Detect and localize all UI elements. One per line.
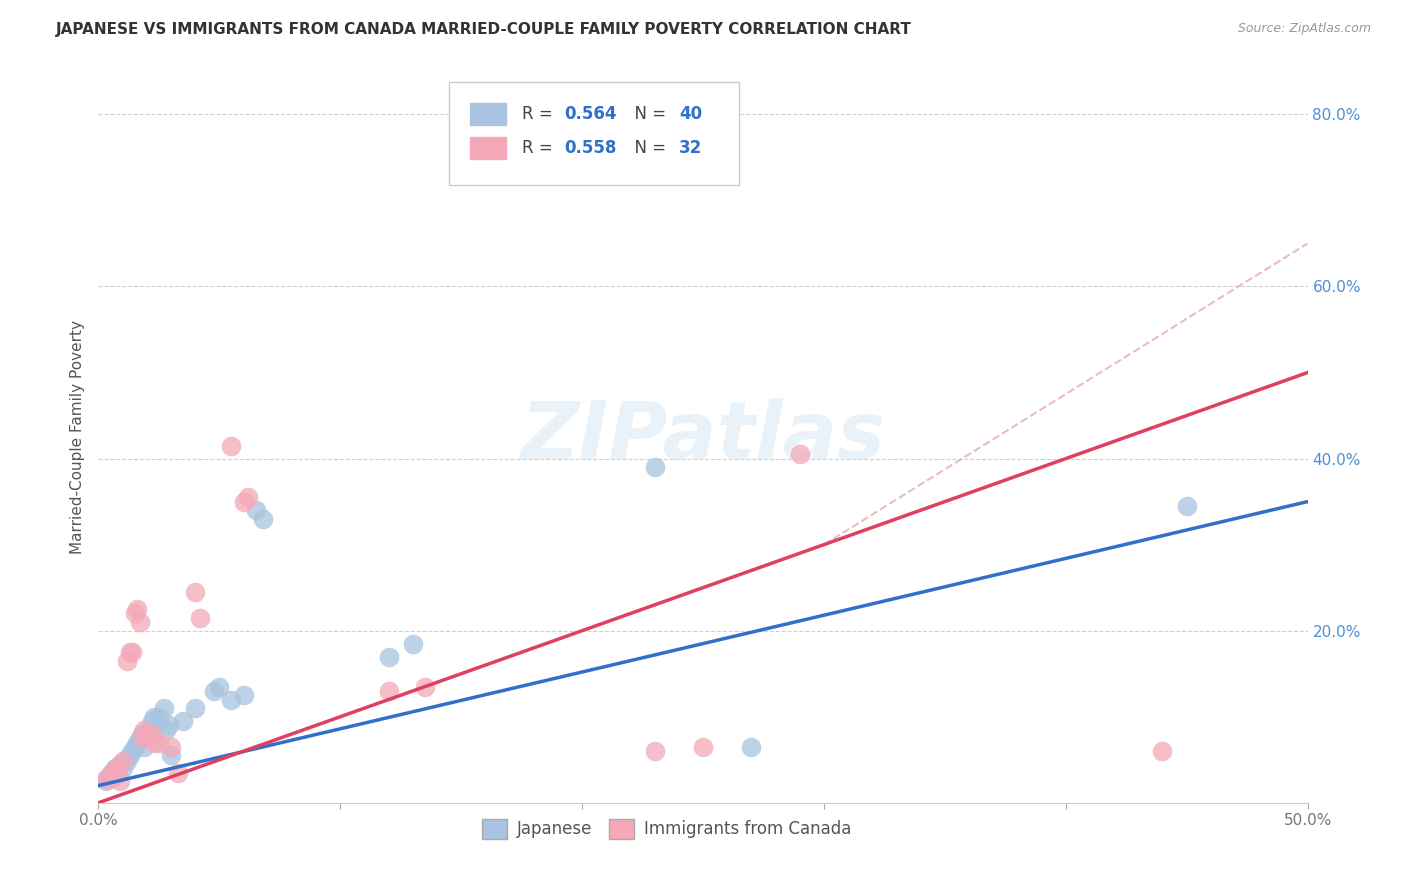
Point [107,759,129,773]
Point [118,748,141,763]
Point [134,723,156,737]
Text: 32: 32 [679,139,702,157]
Point [121,744,143,758]
Point [252,512,274,526]
Point [1175,499,1198,513]
Point [148,710,170,724]
Point [143,735,166,749]
Point [221,439,243,453]
Point [100,768,122,782]
Point [789,447,811,461]
FancyBboxPatch shape [449,82,740,185]
Point [108,757,131,772]
Point [131,731,153,746]
Point [97,770,120,784]
Point [141,727,163,741]
Text: Source: ZipAtlas.com: Source: ZipAtlas.com [1237,22,1371,36]
Bar [470,137,506,159]
Point [221,692,243,706]
Text: R =: R = [522,104,558,123]
Point [232,688,254,702]
Text: 40: 40 [679,104,702,123]
Point [104,761,127,775]
Point [104,763,127,777]
Point [131,727,153,741]
Point [184,701,207,715]
Point [107,765,129,780]
Point [204,684,226,698]
Point [141,714,163,728]
Point [232,494,254,508]
Point [377,649,399,664]
Point [160,748,183,763]
Point [108,774,131,789]
Point [118,645,141,659]
Point [138,723,160,737]
Point [111,761,134,775]
Y-axis label: Married-Couple Family Poverty: Married-Couple Family Poverty [69,320,84,554]
Point [160,739,183,754]
Point [101,770,124,784]
Point [111,755,134,769]
Point [167,765,190,780]
Point [134,739,156,754]
Point [94,772,117,786]
Bar [470,103,506,125]
Point [740,739,762,754]
Point [1152,744,1174,758]
Point [124,607,146,621]
Point [188,611,211,625]
Text: 0.558: 0.558 [564,139,616,157]
Point [238,491,260,505]
Point [208,680,231,694]
Point [117,654,139,668]
Point [184,585,207,599]
Point [644,460,666,475]
Point [145,718,167,732]
Text: ZIPatlas: ZIPatlas [520,398,886,476]
Point [124,739,146,754]
Text: N =: N = [624,139,672,157]
Point [135,727,157,741]
Point [101,770,124,784]
Legend: Japanese, Immigrants from Canada: Japanese, Immigrants from Canada [475,812,858,846]
Point [135,727,157,741]
Point [245,503,267,517]
Point [157,718,180,732]
Point [100,765,122,780]
Point [128,731,150,746]
Text: N =: N = [624,104,672,123]
Point [413,680,436,694]
Text: R =: R = [522,139,558,157]
Point [121,645,143,659]
Point [172,714,194,728]
Point [377,684,399,698]
Point [148,735,170,749]
Point [127,735,149,749]
Point [128,615,150,629]
Point [114,753,136,767]
Point [94,774,117,789]
Point [117,755,139,769]
Point [692,739,714,754]
Text: JAPANESE VS IMMIGRANTS FROM CANADA MARRIED-COUPLE FAMILY POVERTY CORRELATION CHA: JAPANESE VS IMMIGRANTS FROM CANADA MARRI… [56,22,912,37]
Point [152,701,174,715]
Point [127,602,149,616]
Point [155,723,177,737]
Point [644,744,666,758]
Point [143,710,166,724]
Point [402,637,425,651]
Text: 0.564: 0.564 [564,104,616,123]
